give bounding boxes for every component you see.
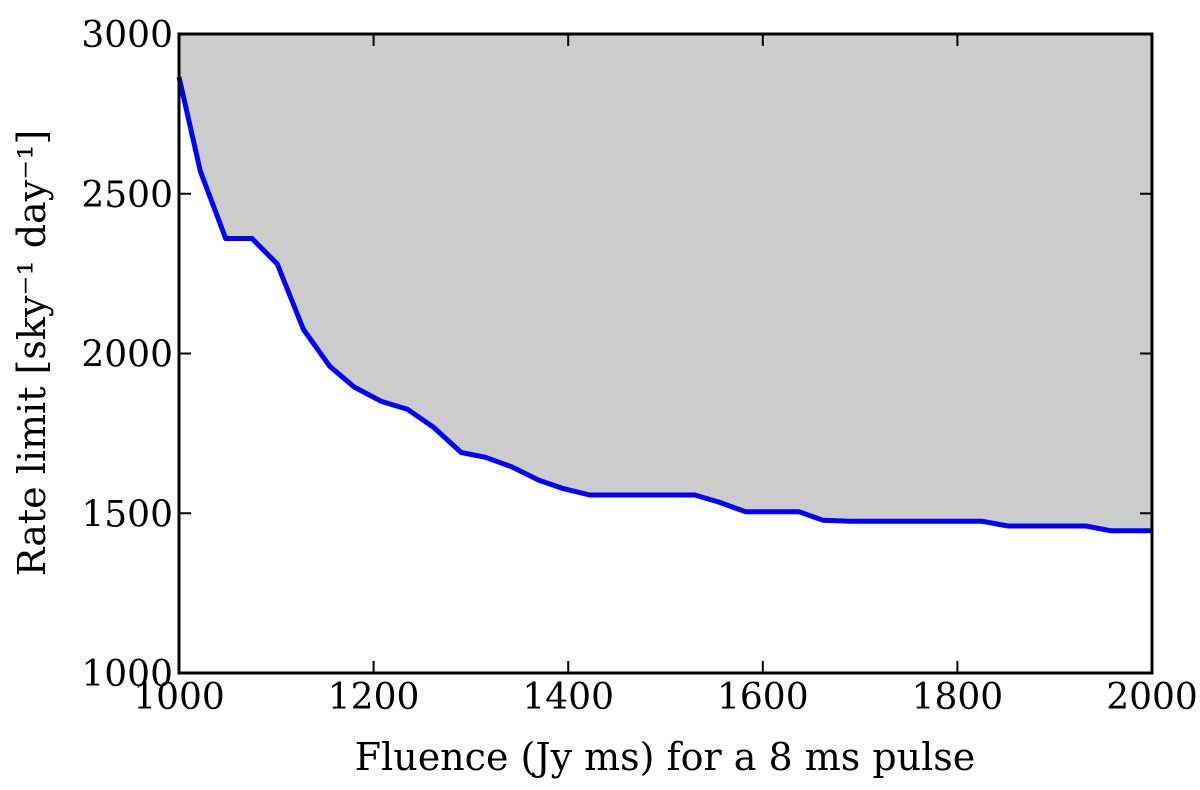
y-tick-label: 3000 xyxy=(81,15,173,56)
excluded-region-fill xyxy=(179,34,1152,531)
x-tick-label: 1000 xyxy=(133,677,225,718)
y-axis-label: Rate limit [sky⁻¹ day⁻¹] xyxy=(10,130,54,577)
y-tick-label: 1000 xyxy=(81,654,173,695)
x-tick-label: 1200 xyxy=(328,677,420,718)
y-tick-label: 1500 xyxy=(81,494,173,535)
x-tick-label: 1400 xyxy=(522,677,614,718)
x-tick-label: 1600 xyxy=(717,677,809,718)
x-tick-label: 1800 xyxy=(912,677,1004,718)
plot-frame xyxy=(177,32,1154,675)
rate-limit-line xyxy=(176,76,1152,534)
y-tick-label: 2000 xyxy=(81,335,173,376)
y-tick-label: 2500 xyxy=(81,175,173,216)
x-axis-label: Fluence (Jy ms) for a 8 ms pulse xyxy=(355,735,976,779)
x-tick-label: 2000 xyxy=(1106,677,1198,718)
